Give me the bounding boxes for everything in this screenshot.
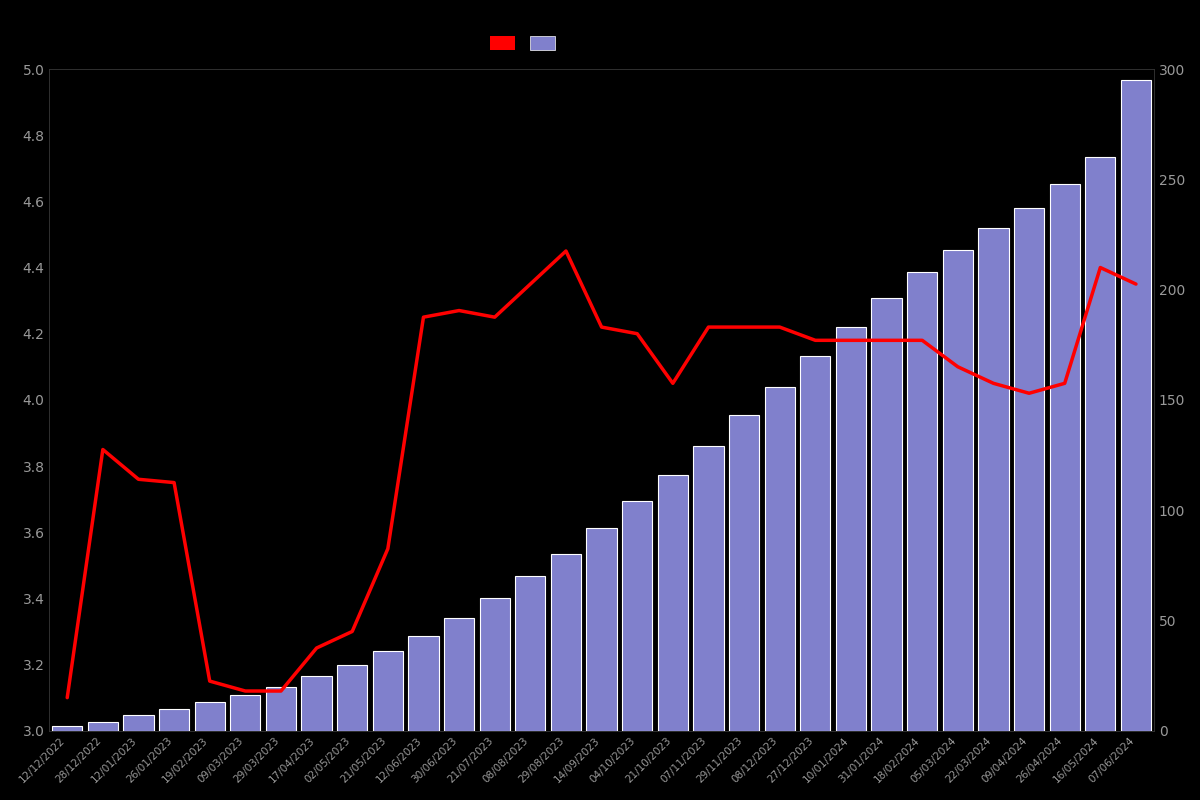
- Bar: [515, 576, 546, 730]
- Bar: [551, 554, 581, 730]
- Bar: [52, 726, 83, 730]
- Bar: [337, 665, 367, 730]
- Bar: [301, 675, 331, 730]
- Bar: [230, 695, 260, 730]
- Bar: [764, 386, 794, 730]
- Bar: [480, 598, 510, 730]
- Bar: [1121, 80, 1151, 730]
- Bar: [943, 250, 973, 730]
- Bar: [408, 636, 439, 730]
- Bar: [266, 686, 296, 730]
- Bar: [1085, 158, 1116, 730]
- Bar: [1050, 184, 1080, 730]
- Bar: [88, 722, 118, 730]
- Bar: [444, 618, 474, 730]
- Bar: [800, 356, 830, 730]
- Legend: , : ,: [490, 36, 559, 51]
- Bar: [124, 715, 154, 730]
- Bar: [1014, 208, 1044, 730]
- Bar: [622, 502, 653, 730]
- Bar: [158, 709, 190, 730]
- Bar: [871, 298, 901, 730]
- Bar: [907, 272, 937, 730]
- Bar: [373, 651, 403, 730]
- Bar: [978, 228, 1008, 730]
- Bar: [658, 475, 688, 730]
- Bar: [836, 327, 866, 730]
- Bar: [194, 702, 224, 730]
- Bar: [694, 446, 724, 730]
- Bar: [728, 415, 760, 730]
- Bar: [587, 528, 617, 730]
